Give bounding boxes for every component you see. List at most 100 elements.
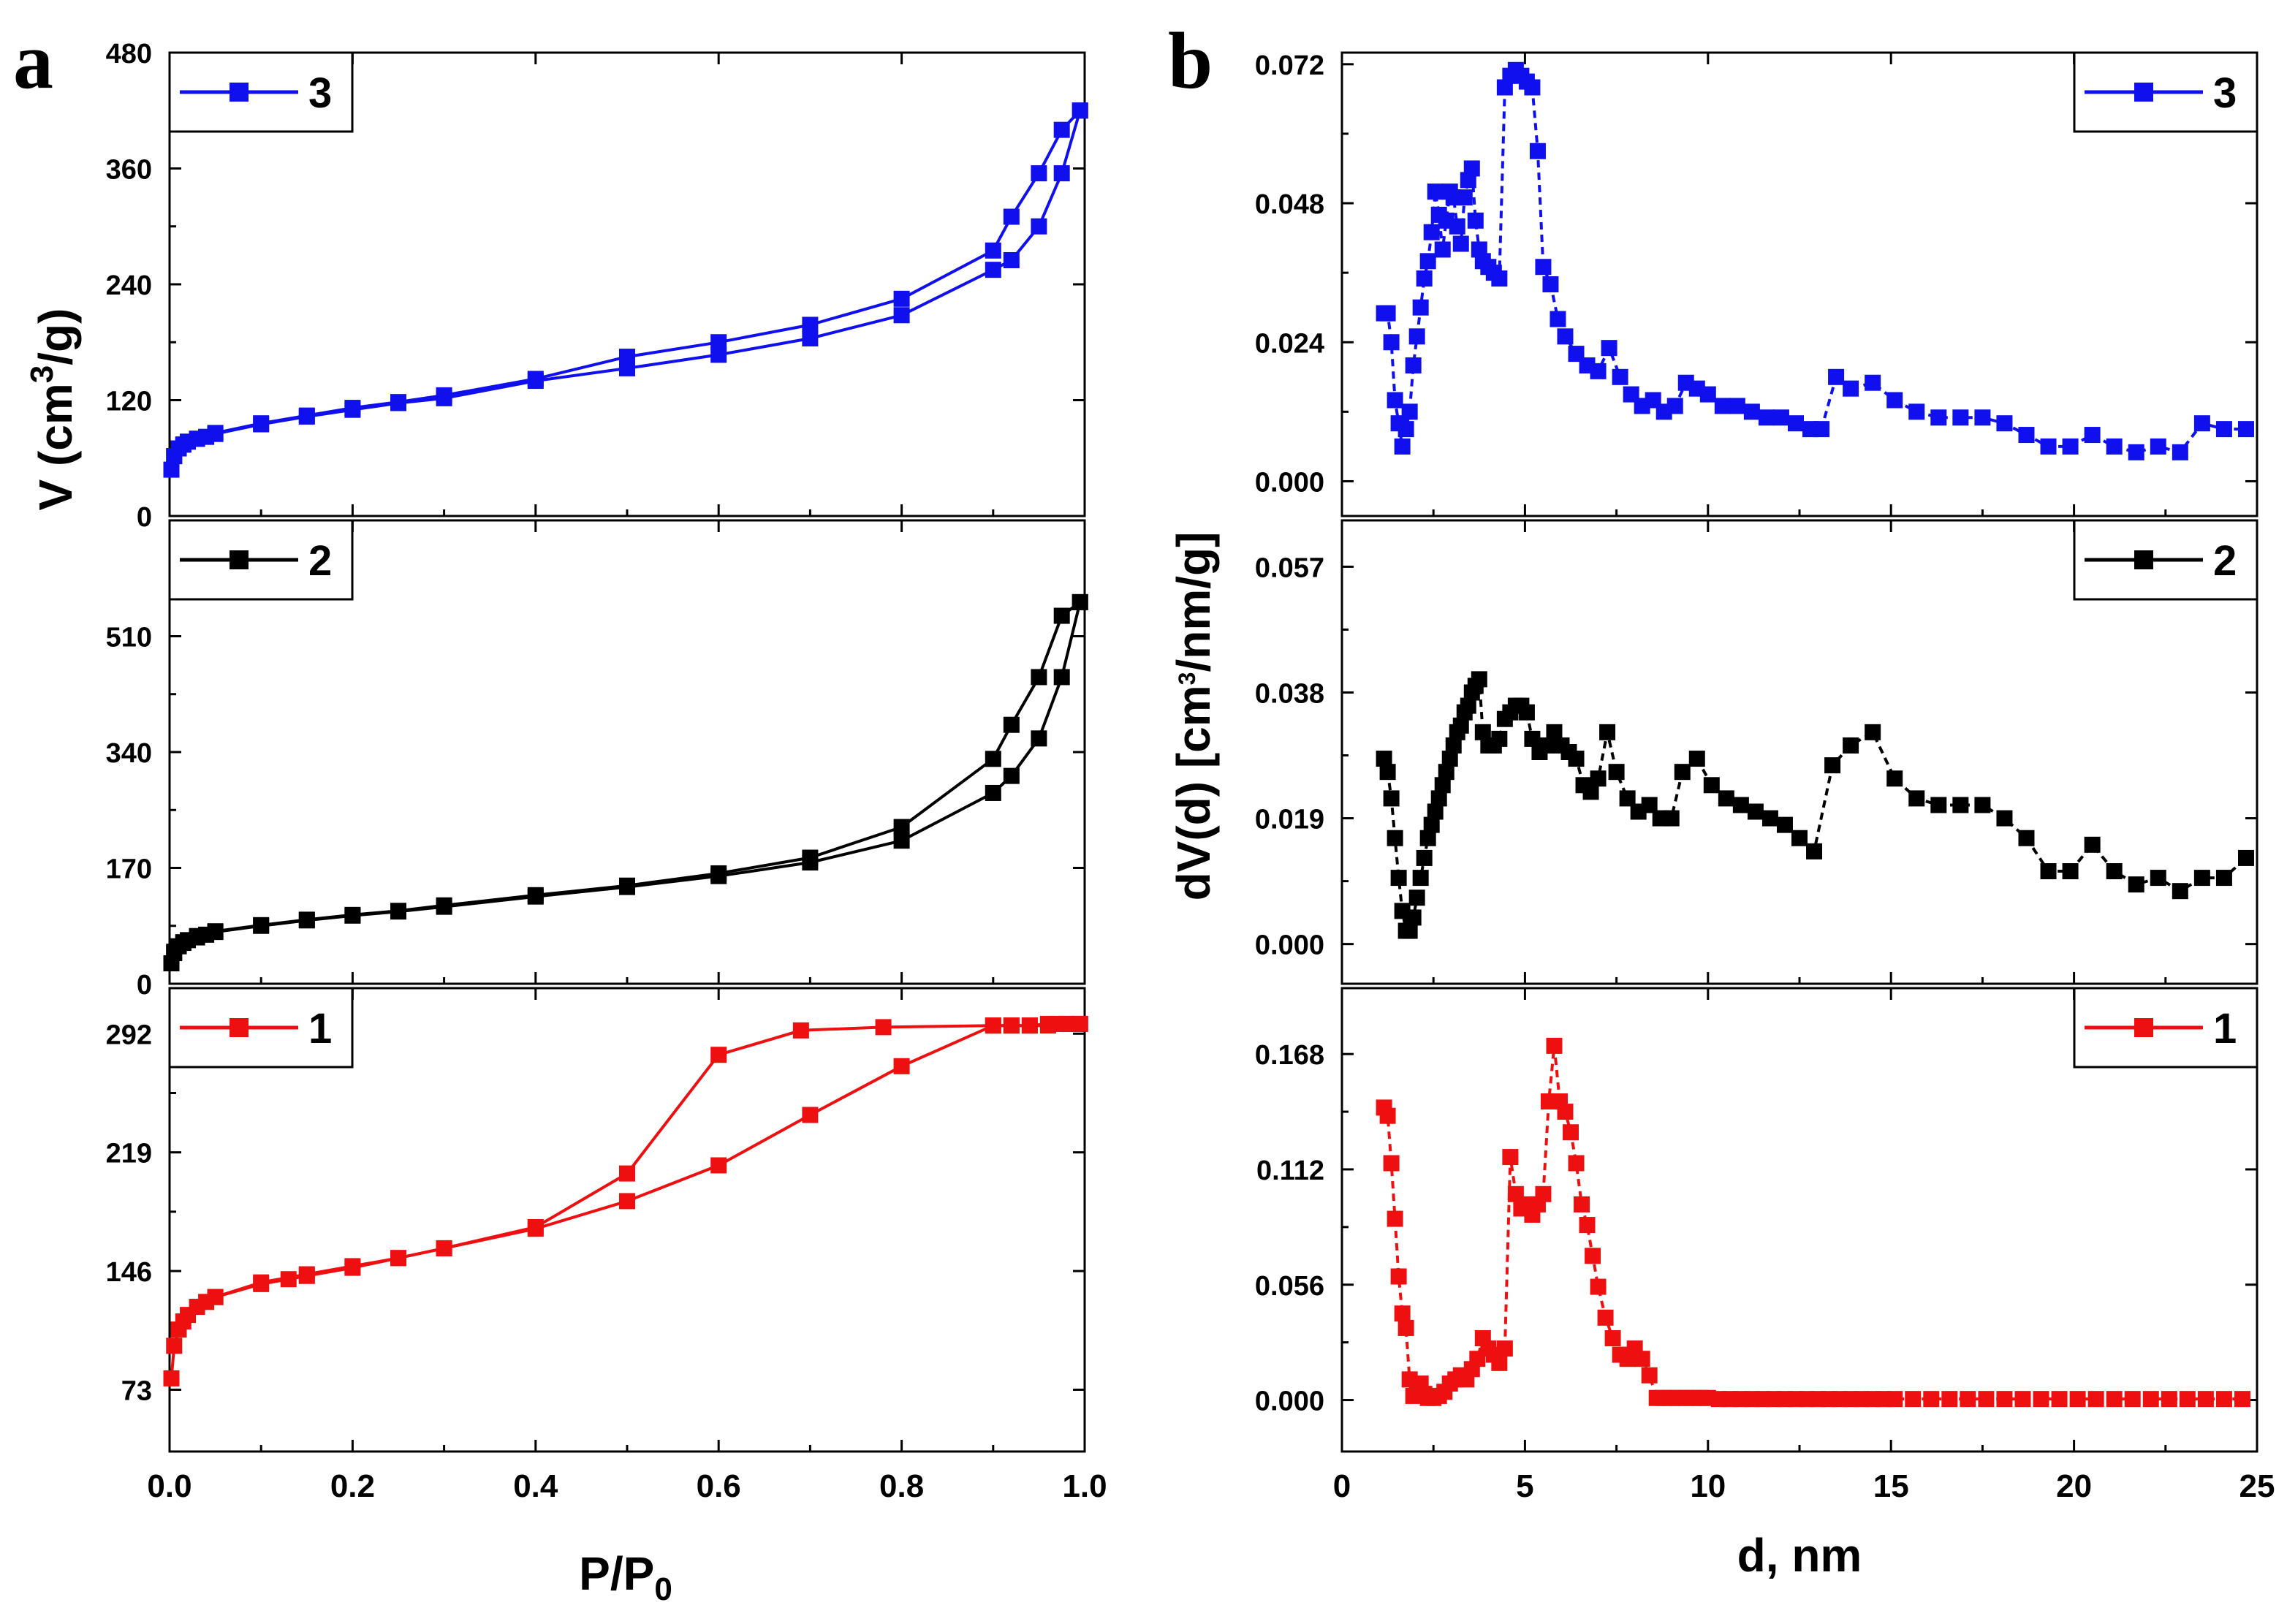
y-tick-label: 0.168: [1255, 1040, 1324, 1071]
data-point: [1828, 368, 1845, 385]
data-point: [1930, 409, 1947, 426]
data-point: [2014, 1391, 2031, 1408]
data-point: [2062, 863, 2079, 880]
data-point: [1003, 716, 1020, 733]
data-point: [1452, 235, 1469, 252]
data-point: [1557, 1104, 1574, 1120]
data-point: [1390, 870, 1407, 887]
y-tick-label: 120: [106, 387, 152, 417]
data-point: [390, 394, 406, 411]
data-point: [2215, 421, 2232, 438]
data-point: [189, 927, 205, 944]
data-point: [2106, 1391, 2123, 1408]
data-point: [1641, 797, 1658, 813]
data-point: [2106, 438, 2123, 455]
panel-a-xlabel: P/P0: [579, 1547, 672, 1607]
y-tick-label: 73: [121, 1376, 152, 1406]
data-point: [1053, 121, 1070, 138]
y-tick-label: 0: [137, 970, 152, 1001]
data-point: [1806, 843, 1823, 860]
legend-a-2: 2: [168, 519, 354, 601]
data-point: [1674, 764, 1691, 781]
data-point: [189, 430, 205, 447]
data-point: [1405, 357, 1422, 373]
y-tick-label: 219: [106, 1139, 152, 1169]
data-point: [2215, 1391, 2232, 1408]
data-point: [985, 751, 1001, 767]
data-point: [1053, 607, 1070, 624]
data-point: [1423, 224, 1440, 240]
data-point: [280, 1271, 297, 1288]
data-point: [802, 316, 819, 333]
data-point: [1996, 1391, 2013, 1408]
data-point: [2051, 1391, 2068, 1408]
data-point: [1387, 830, 1403, 846]
legend-label: 1: [2213, 1005, 2237, 1052]
x-tick-label: 0.0: [147, 1468, 191, 1504]
data-point: [1535, 1185, 1552, 1202]
data-point: [2150, 870, 2166, 887]
data-point: [1747, 803, 1764, 820]
data-point: [1663, 810, 1680, 827]
data-point: [1471, 671, 1487, 688]
legend-label: 1: [308, 1005, 332, 1052]
subplot-b-3: 0.000 0.024 0.048 0.072 3: [1255, 50, 2258, 517]
data-point: [1031, 165, 1047, 182]
data-point: [710, 1047, 727, 1063]
y-tick-label: 510: [106, 623, 152, 653]
data-point: [1865, 724, 1881, 740]
legend-label: 2: [2213, 537, 2237, 585]
data-point: [1843, 380, 1859, 397]
data-point: [2124, 1391, 2141, 1408]
y-tick-label: 0.072: [1255, 50, 1324, 81]
data-point: [298, 1266, 315, 1283]
data-point: [1535, 259, 1552, 276]
y-tick-label: 0.057: [1255, 553, 1324, 583]
data-point: [2069, 1391, 2086, 1408]
data-point: [619, 877, 635, 894]
data-point: [2033, 1391, 2049, 1408]
series-line-2-desorption: [172, 601, 1081, 953]
data-point: [1568, 1155, 1585, 1172]
x-tick-label: 0.8: [879, 1468, 924, 1504]
data-point: [2087, 1391, 2104, 1408]
data-point: [1758, 409, 1775, 426]
data-point: [2179, 1391, 2196, 1408]
data-point: [1813, 421, 1830, 438]
panel-a: a P/P0 V (cm3/g) 0 120 240 360 480 3 0 170 340 51…: [13, 16, 1107, 1607]
y-tick-label: 0.038: [1255, 678, 1324, 709]
data-point: [1416, 849, 1433, 866]
data-point: [1072, 102, 1088, 119]
data-point: [1053, 165, 1070, 182]
data-point: [1865, 374, 1881, 391]
data-point: [1379, 764, 1396, 781]
data-point: [1072, 593, 1088, 610]
data-point: [1974, 797, 1991, 813]
data-point: [1563, 1124, 1579, 1141]
data-point: [1923, 1391, 1940, 1408]
data-point: [2040, 438, 2057, 455]
data-point: [1412, 870, 1429, 887]
data-point: [1072, 1015, 1088, 1032]
data-point: [1397, 421, 1414, 438]
legend-b-1: 1: [2073, 987, 2258, 1069]
data-point: [1590, 770, 1607, 787]
data-point: [163, 461, 180, 478]
data-point: [1542, 276, 1559, 292]
data-point: [1791, 830, 1808, 846]
data-point: [2084, 427, 2101, 444]
legend-label: 3: [2213, 69, 2237, 117]
panel-a-ylabel: V (cm3/g): [24, 308, 82, 511]
data-point: [1412, 299, 1429, 316]
data-point: [1467, 212, 1484, 229]
data-point: [802, 1107, 819, 1123]
data-point: [710, 346, 727, 363]
data-point: [1772, 409, 1789, 426]
data-point: [1843, 737, 1859, 754]
legend-marker: [230, 83, 249, 102]
data-point: [1634, 1351, 1650, 1367]
data-point: [1390, 1268, 1407, 1285]
data-point: [1456, 189, 1473, 206]
data-point: [2197, 1391, 2214, 1408]
data-point: [1449, 218, 1465, 235]
